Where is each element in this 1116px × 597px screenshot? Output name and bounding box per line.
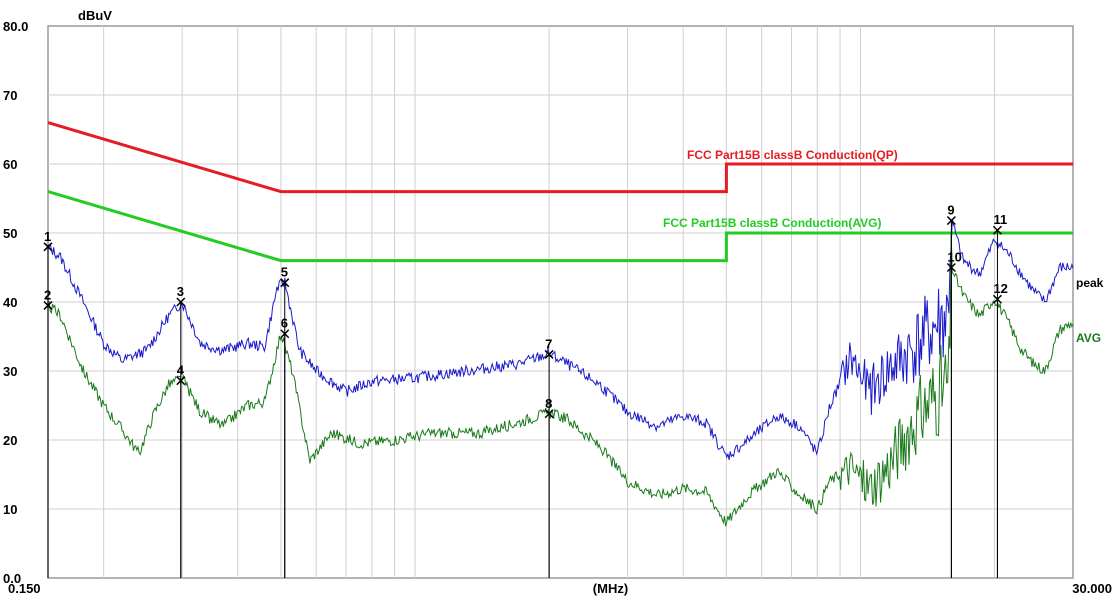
marker-label: 4 (177, 363, 185, 378)
marker (280, 329, 290, 339)
marker (176, 376, 186, 386)
marker-x-b (43, 242, 53, 252)
y-tick-label: 30 (3, 364, 17, 379)
traces (47, 218, 1074, 527)
marker (544, 409, 554, 419)
limit-line (47, 121, 1073, 194)
marker (43, 242, 53, 252)
y-tick-label: 40 (3, 295, 17, 310)
y-axis-label: dBuV (78, 8, 112, 23)
marker-label: 1 (44, 229, 51, 244)
marker (176, 297, 186, 307)
marker-label: 2 (44, 287, 51, 302)
marker-label: 7 (545, 336, 552, 351)
marker (946, 216, 956, 226)
x-tick-label: 30.000 (1072, 581, 1112, 596)
trace-avg (47, 232, 1074, 527)
marker-x-b (280, 329, 290, 339)
marker-label: 6 (281, 316, 288, 331)
marker (992, 225, 1002, 235)
marker-label: 3 (177, 284, 184, 299)
marker-label: 5 (281, 265, 288, 280)
marker-x-b (176, 376, 186, 386)
marker (280, 278, 290, 288)
marker-label: 12 (993, 281, 1007, 296)
limit-lines: FCC Part15B classB Conduction(QP) FCC Par… (47, 121, 1073, 263)
marker-x-b (946, 262, 956, 273)
marker-label: 10 (947, 250, 961, 265)
marker (544, 349, 554, 359)
y-tick-label: 50 (3, 226, 17, 241)
marker-label: 11 (993, 212, 1007, 227)
marker-x-b (992, 294, 1002, 304)
trace-label-peak: peak (1076, 276, 1104, 290)
y-tick-label: 10 (3, 502, 17, 517)
x-axis-label: (MHz) (593, 581, 628, 596)
y-tick-label: 80.0 (3, 19, 28, 34)
marker (946, 262, 956, 273)
marker-x-b (176, 297, 186, 307)
trace-peak (47, 218, 1074, 460)
marker-label: 8 (545, 396, 552, 411)
limit-line-label: FCC Part15B classB Conduction(QP) (687, 148, 898, 162)
marker-x-b (43, 300, 53, 310)
marker-x-b (946, 216, 956, 226)
marker (43, 300, 53, 310)
marker-x-b (280, 278, 290, 288)
y-tick-label: 20 (3, 433, 17, 448)
grid (47, 25, 1074, 579)
marker (992, 294, 1002, 304)
marker-x-b (544, 349, 554, 359)
limit-line-label: FCC Part15B classB Conduction(AVG) (663, 216, 881, 230)
marker-x-b (992, 225, 1002, 235)
marker-label: 9 (947, 203, 954, 218)
marker-x-b (544, 409, 554, 419)
y-tick-label: 0.0 (3, 571, 21, 586)
y-tick-label: 70 (3, 88, 17, 103)
x-tick-label: 0.150 (8, 581, 41, 596)
trace-label-avg: AVG (1076, 331, 1101, 345)
y-tick-label: 60 (3, 157, 17, 172)
axis-labels: 80.0 70 60 50 40 30 20 10 0.00.150 30.000 dBuV (MHz… (3, 8, 1112, 596)
limit-line (47, 190, 1073, 263)
